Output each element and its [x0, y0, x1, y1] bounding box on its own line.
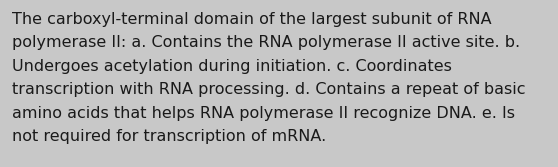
- Text: transcription with RNA processing. d. Contains a repeat of basic: transcription with RNA processing. d. Co…: [12, 82, 526, 98]
- Text: polymerase II: a. Contains the RNA polymerase II active site. b.: polymerase II: a. Contains the RNA polym…: [12, 36, 520, 50]
- Text: The carboxyl-terminal domain of the largest subunit of RNA: The carboxyl-terminal domain of the larg…: [12, 12, 492, 27]
- Text: Undergoes acetylation during initiation. c. Coordinates: Undergoes acetylation during initiation.…: [12, 59, 452, 74]
- Text: amino acids that helps RNA polymerase II recognize DNA. e. Is: amino acids that helps RNA polymerase II…: [12, 106, 515, 121]
- Text: not required for transcription of mRNA.: not required for transcription of mRNA.: [12, 129, 326, 144]
